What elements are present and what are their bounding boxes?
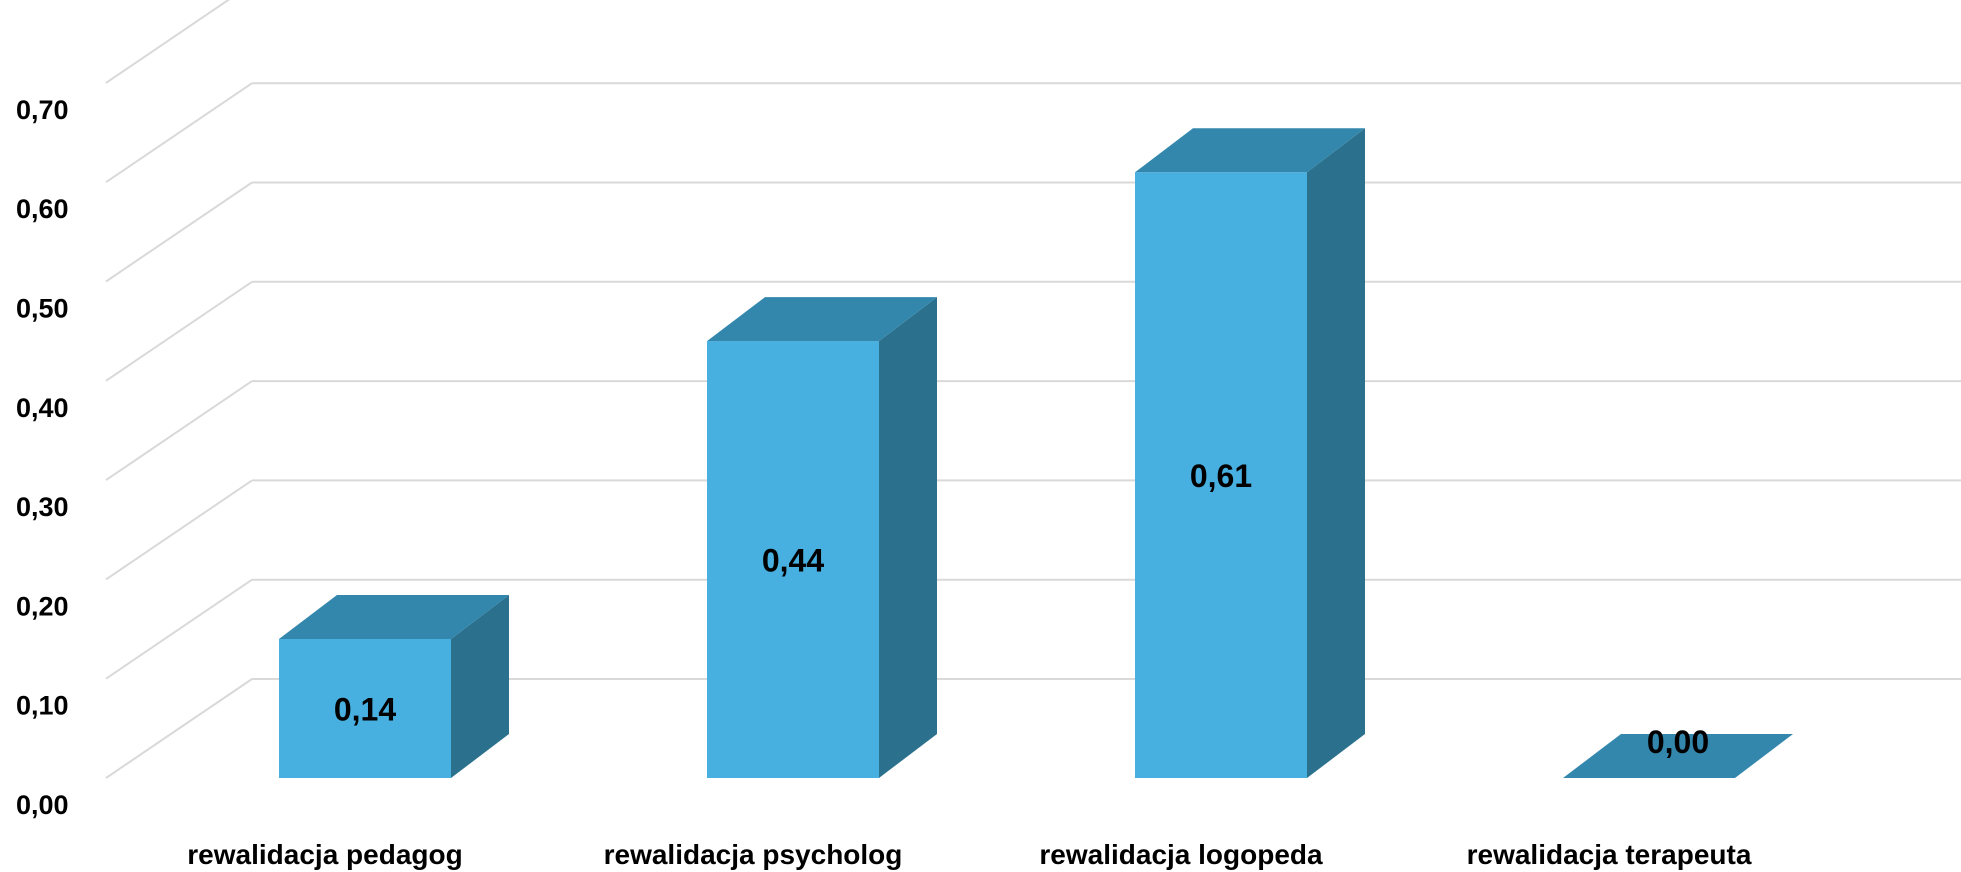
bar-3: 0,00 <box>1563 724 1793 778</box>
data-label-3: 0,00 <box>1647 724 1709 760</box>
x-axis-category-labels: rewalidacja pedagog rewalidacja psycholog… <box>187 839 1752 870</box>
y-tick-label-6: 0,60 <box>16 194 69 224</box>
x-category-label-2: rewalidacja logopeda <box>1039 839 1323 870</box>
bar-top-3 <box>1563 734 1793 778</box>
gridline-diagonal-4 <box>105 280 253 382</box>
y-tick-label-2: 0,20 <box>16 591 69 621</box>
bar-top-2 <box>1135 128 1365 173</box>
bar-top-0 <box>279 594 509 639</box>
gridline-diagonal-7 <box>105 0 231 84</box>
gridline-diagonal-1 <box>105 578 253 680</box>
bar-2: 0,61 <box>1135 128 1365 778</box>
data-label-0: 0,14 <box>334 691 396 727</box>
bar-side-0 <box>451 594 509 778</box>
gridline-diagonal-5 <box>105 181 253 283</box>
y-tick-label-1: 0,10 <box>16 691 69 721</box>
bar-top-1 <box>707 297 937 342</box>
gridlines <box>105 0 1961 779</box>
bar-front-1 <box>707 341 879 778</box>
bar-front-2 <box>1135 172 1307 778</box>
y-tick-label-5: 0,50 <box>16 294 69 324</box>
x-category-label-0: rewalidacja pedagog <box>187 839 462 870</box>
y-tick-label-3: 0,30 <box>16 492 69 522</box>
gridline-diagonal-0 <box>105 678 253 779</box>
bar-side-1 <box>879 297 937 778</box>
gridline-diagonal-6 <box>105 82 253 184</box>
x-category-label-1: rewalidacja psycholog <box>604 839 903 870</box>
data-label-2: 0,61 <box>1190 458 1252 494</box>
data-label-1: 0,44 <box>762 543 824 579</box>
y-tick-label-4: 0,40 <box>16 393 69 423</box>
bar-front-0 <box>279 638 451 778</box>
bar-0: 0,14 <box>279 594 509 778</box>
bars: 0,14 0,44 0,61 0,00 <box>279 128 1793 778</box>
y-tick-label-7: 0,70 <box>16 95 69 125</box>
bar-side-2 <box>1307 128 1365 778</box>
x-category-label-3: rewalidacja terapeuta <box>1467 839 1752 870</box>
gridline-diagonal-2 <box>105 479 253 581</box>
bar-1: 0,44 <box>707 297 937 778</box>
gridline-diagonal-3 <box>105 380 253 481</box>
y-tick-label-0: 0,00 <box>16 790 69 820</box>
y-axis-tick-labels: 0,00 0,10 0,20 0,30 0,40 0,50 0,60 0,70 <box>16 95 69 820</box>
